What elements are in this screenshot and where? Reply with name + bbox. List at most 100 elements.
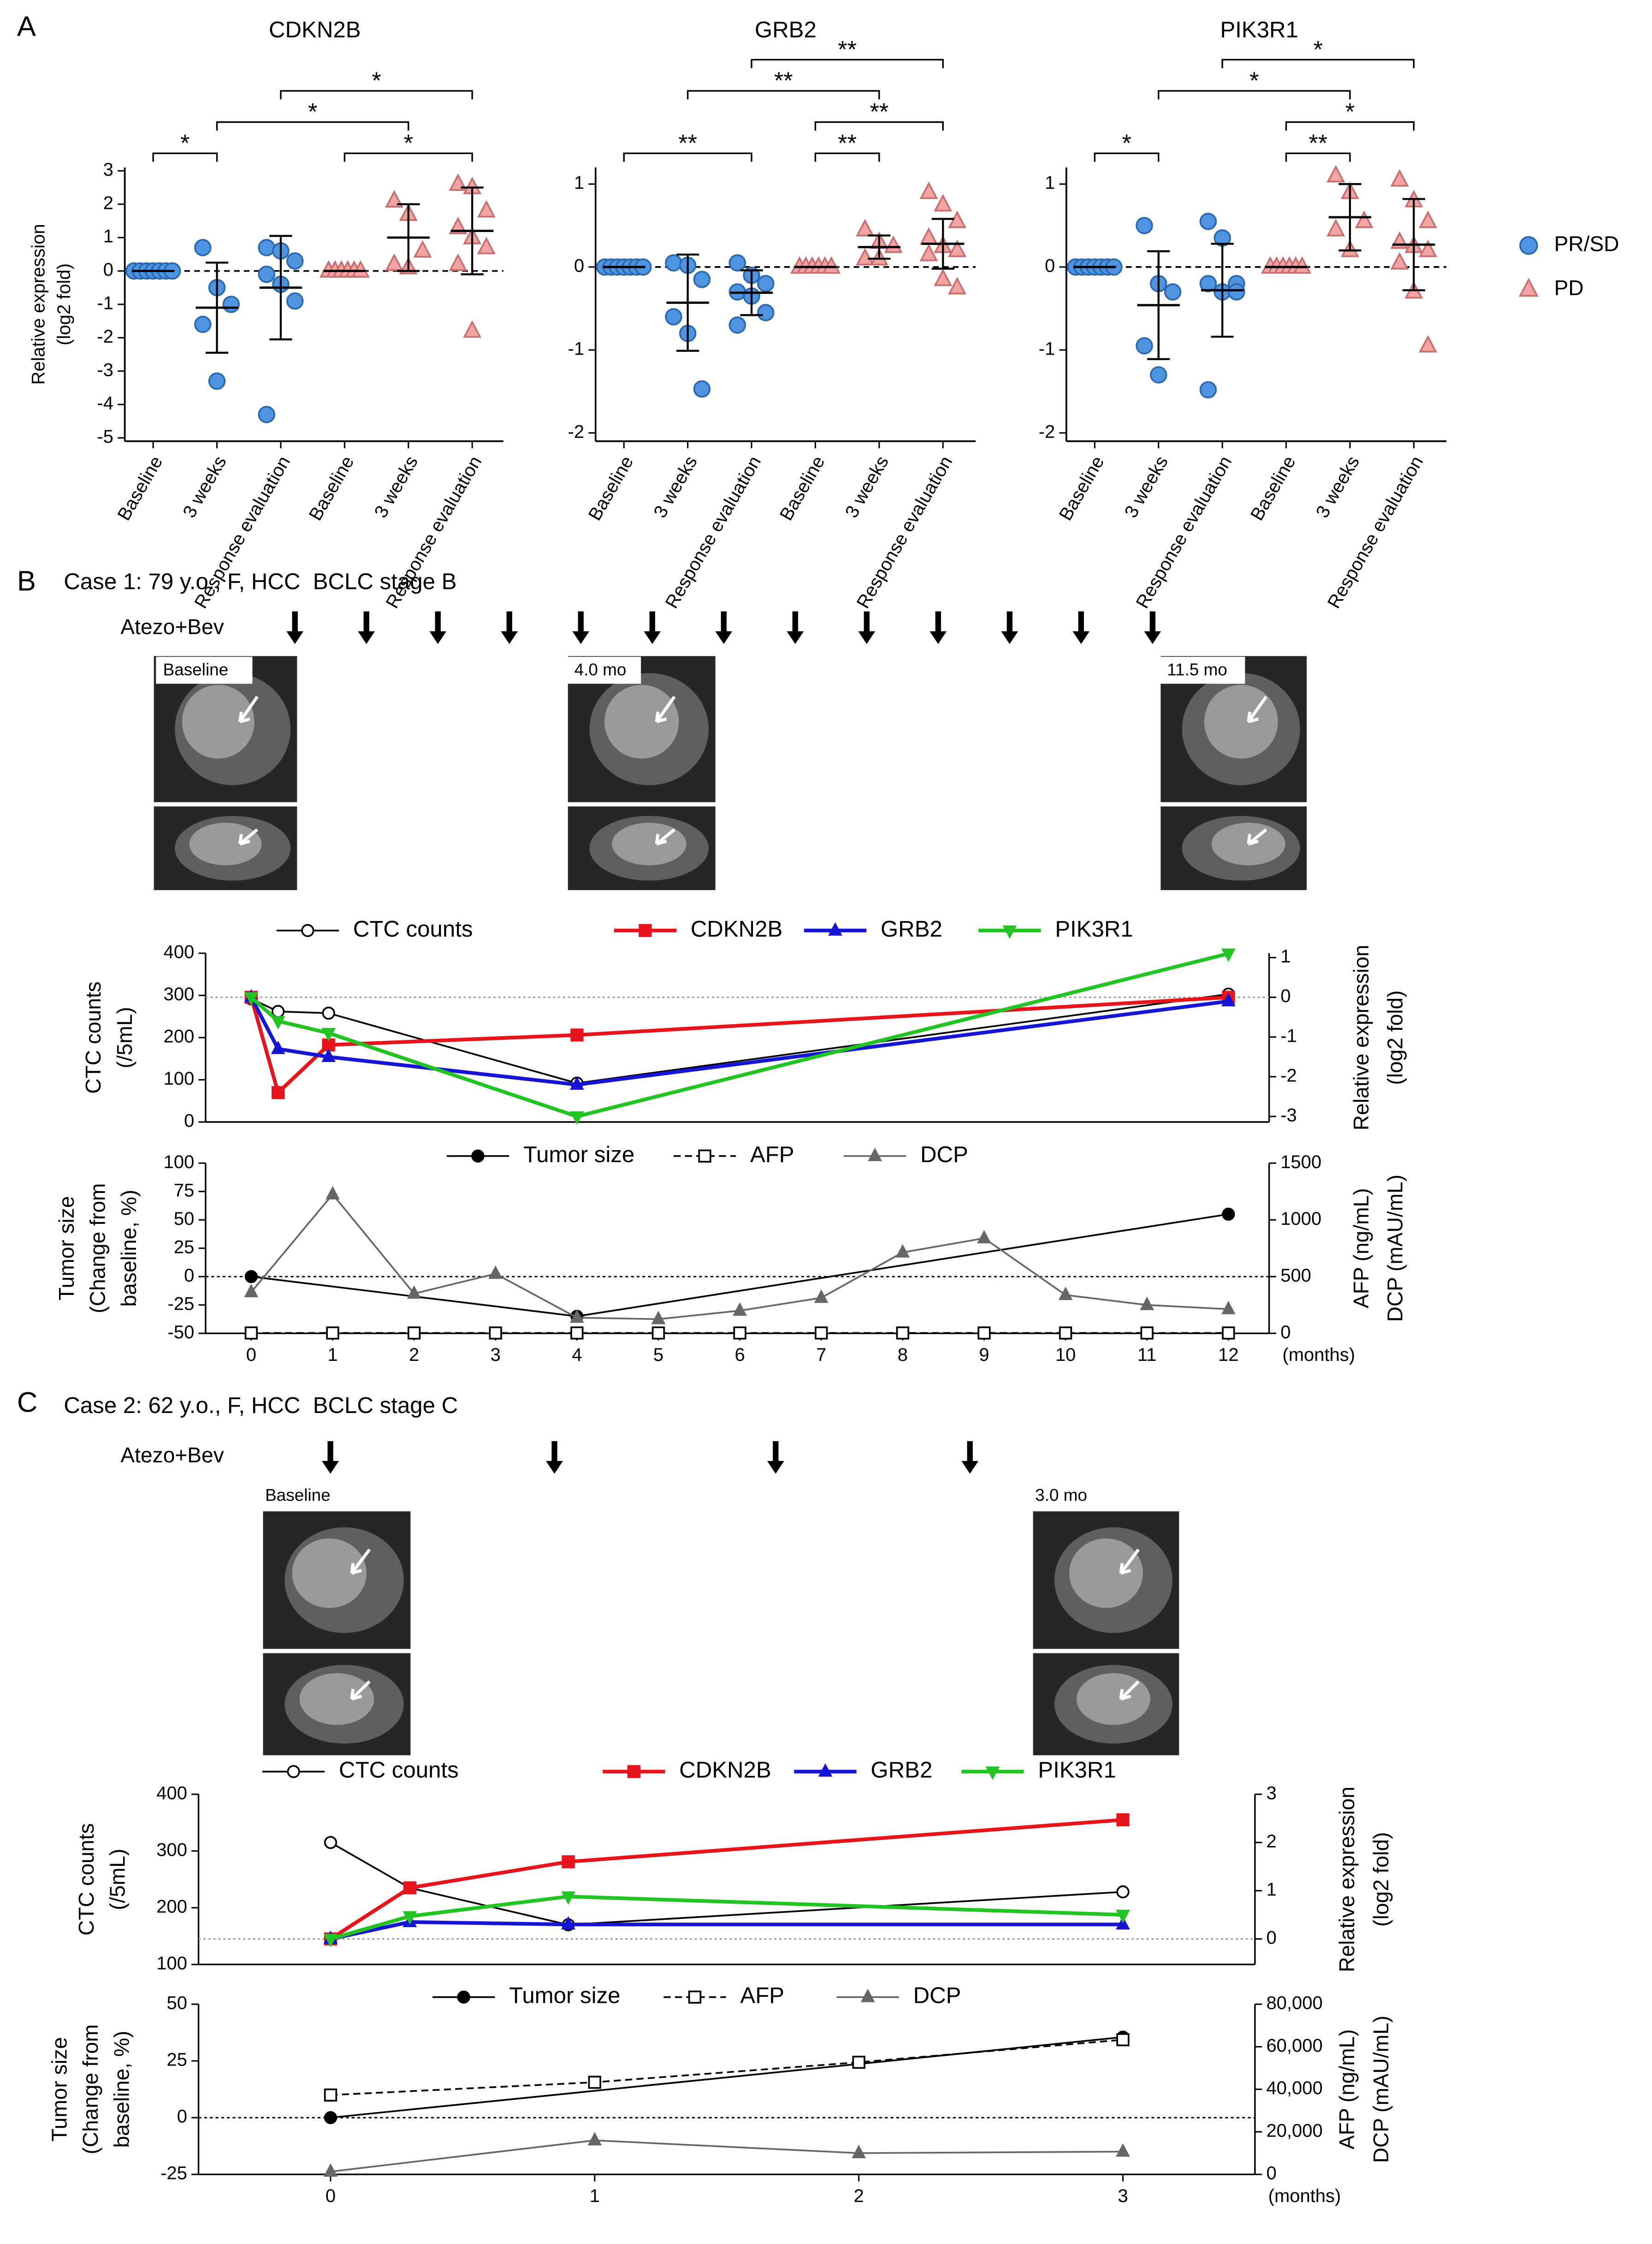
significance-label: * [1345, 99, 1355, 125]
dose-arrow [286, 611, 304, 644]
y-tick-label: -1 [568, 338, 585, 359]
data-point [351, 260, 370, 278]
y2-axis-label: (log2 fold) [1369, 1832, 1393, 1927]
legend-label: CDKN2B [691, 916, 783, 942]
data-point [449, 217, 468, 234]
y-tick-label: 50 [167, 1993, 187, 2013]
data-point [1116, 1910, 1130, 1923]
legend-marker [828, 922, 842, 936]
data-point [569, 1111, 584, 1125]
significance-bracket [1285, 152, 1351, 162]
data-point [562, 1855, 575, 1869]
y-tick-label: -5 [97, 427, 113, 447]
y-tick-label: 400 [164, 942, 195, 962]
image-label-box [567, 657, 641, 684]
significance-bracket [814, 152, 880, 162]
data-point [385, 253, 403, 271]
dose-arrow [858, 611, 876, 644]
x-tick-label: 4 [572, 1345, 582, 1365]
series-line [330, 1920, 1123, 1941]
chart-title: PIK3R1 [1220, 17, 1298, 42]
data-point [1293, 256, 1312, 274]
dose-arrow [429, 611, 447, 644]
image-label: Baseline [265, 1486, 331, 1505]
data-point [326, 1186, 340, 1199]
legend-marker [627, 1765, 640, 1778]
y2-axis-label: AFP (ng/mL) [1349, 1188, 1373, 1308]
data-point [665, 254, 682, 272]
data-point [477, 200, 496, 218]
data-point [1221, 1300, 1236, 1314]
y-axis-label: (Change from [85, 1183, 109, 1313]
y-tick-label: 300 [156, 1840, 187, 1860]
legend-marker [1518, 278, 1539, 297]
y-axis-label: baseline, %) [117, 1190, 141, 1307]
treatment-label: Atezo+Bev [120, 615, 224, 639]
ct-image-arrow [1119, 1680, 1140, 1701]
significance-label: * [308, 99, 317, 125]
y-tick-label: 0 [184, 1111, 194, 1131]
significance-label: * [1249, 67, 1259, 94]
ct-image-organ [299, 1673, 374, 1725]
data-point [651, 1311, 666, 1324]
data-point [1390, 252, 1409, 270]
y-tick-label: -25 [160, 2163, 187, 2184]
x-tick-label: 1 [590, 2186, 600, 2206]
data-point [1222, 1326, 1235, 1340]
y-tick-label: 200 [156, 1896, 187, 1917]
data-point [323, 1934, 338, 1947]
significance-bracket [152, 152, 218, 162]
significance-label: * [180, 130, 189, 157]
significance-bracket [1221, 59, 1415, 68]
data-point [323, 2163, 338, 2177]
legend-label: PIK3R1 [1038, 1757, 1116, 1783]
series-line [330, 2039, 1123, 2096]
data-point [1164, 283, 1182, 301]
panel-label: B [17, 565, 36, 597]
y-axis-label: Tumor size [47, 2037, 71, 2141]
data-point [1149, 366, 1167, 384]
dose-arrow [501, 611, 518, 644]
y2-tick-label: 0 [1266, 1928, 1276, 1948]
y-tick-label: 300 [164, 984, 195, 1004]
y-tick-label: 1 [574, 173, 584, 193]
ct-image-arrow [350, 1680, 371, 1701]
significance-bracket [1094, 152, 1160, 162]
y-tick-label: 400 [156, 1783, 187, 1803]
data-point [852, 2055, 865, 2069]
legend-label: PR/SD [1554, 232, 1619, 256]
data-point [884, 235, 903, 253]
data-point [222, 296, 240, 313]
legend-label: PD [1554, 276, 1584, 300]
ct-image-arrow [655, 828, 675, 846]
data-point [570, 1028, 584, 1042]
significance-label: ** [838, 130, 857, 157]
data-point [271, 1086, 285, 1099]
dose-arrow [930, 611, 947, 644]
y-tick-label: 0 [184, 1265, 194, 1286]
data-point [815, 1326, 828, 1340]
data-point [1199, 275, 1217, 292]
y2-tick-label: 40,000 [1266, 2078, 1322, 2098]
data-point [1228, 283, 1245, 301]
y2-tick-label: -1 [1280, 1026, 1297, 1046]
data-point [407, 1326, 421, 1340]
y-tick-label: 2 [103, 193, 113, 213]
y2-axis-label: (log2 fold) [1383, 990, 1407, 1085]
data-point [1136, 337, 1153, 355]
ct-image-organ [189, 823, 262, 866]
x-axis-label: (months) [1282, 1345, 1355, 1365]
significance-label: * [1314, 36, 1323, 63]
data-point [1199, 381, 1217, 398]
data-point [1116, 2143, 1130, 2157]
significance-bracket [751, 59, 944, 68]
ct-image-organ [1076, 1673, 1150, 1725]
y-tick-label: 0 [574, 256, 584, 276]
y-tick-label: -1 [97, 293, 113, 314]
y-axis-label: CTC counts [81, 981, 105, 1094]
ct-image-arrow [350, 1549, 371, 1575]
dose-arrow [767, 1441, 784, 1474]
y2-tick-label: 0 [1266, 2163, 1276, 2184]
data-point [728, 316, 746, 334]
y2-axis-label: Relative expression [1349, 945, 1373, 1131]
